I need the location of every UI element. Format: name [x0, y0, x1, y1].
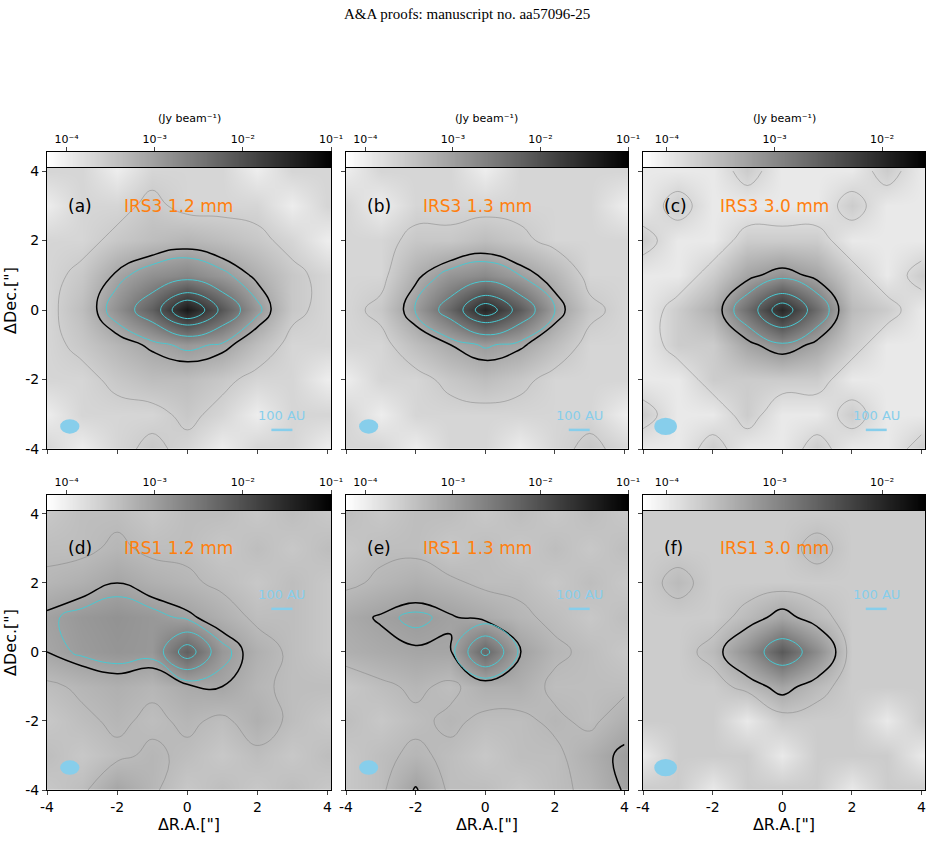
svg-text:IRS1 1.2 mm: IRS1 1.2 mm — [124, 538, 233, 558]
svg-text:-4: -4 — [25, 441, 39, 457]
svg-text:10⁻²: 10⁻² — [231, 133, 255, 146]
svg-text:4: 4 — [323, 799, 332, 815]
svg-text:(d): (d) — [68, 538, 92, 558]
svg-text:10⁻³: 10⁻³ — [441, 476, 465, 489]
svg-text:(e): (e) — [367, 538, 391, 558]
svg-text:0: 0 — [183, 799, 192, 815]
svg-text:ΔR.A.["]: ΔR.A.["] — [753, 815, 815, 834]
svg-text:100 AU: 100 AU — [258, 408, 305, 423]
svg-text:10⁻⁴: 10⁻⁴ — [353, 133, 378, 146]
svg-text:2: 2 — [30, 575, 39, 591]
svg-text:(Jy beam⁻¹): (Jy beam⁻¹) — [455, 112, 518, 125]
svg-text:-4: -4 — [40, 799, 54, 815]
svg-text:(c): (c) — [664, 196, 687, 216]
svg-text:-2: -2 — [110, 799, 124, 815]
svg-text:(Jy beam⁻¹): (Jy beam⁻¹) — [158, 112, 221, 125]
svg-text:10⁻²: 10⁻² — [870, 133, 894, 146]
svg-text:10⁻¹: 10⁻¹ — [616, 133, 640, 146]
svg-text:A&A proofs: manuscript no. aa5: A&A proofs: manuscript no. aa57096-25 — [344, 6, 590, 22]
svg-text:IRS1 1.3 mm: IRS1 1.3 mm — [423, 538, 532, 558]
svg-text:2: 2 — [253, 799, 262, 815]
svg-text:100 AU: 100 AU — [853, 408, 900, 423]
svg-text:10⁻³: 10⁻³ — [143, 476, 167, 489]
svg-text:4: 4 — [620, 799, 629, 815]
svg-text:10⁻⁴: 10⁻⁴ — [655, 133, 680, 146]
svg-text:ΔDec.["]: ΔDec.["] — [1, 267, 20, 334]
svg-text:ΔR.A.["]: ΔR.A.["] — [456, 815, 518, 834]
svg-text:10⁻²: 10⁻² — [528, 476, 552, 489]
svg-text:4: 4 — [917, 799, 926, 815]
svg-text:2: 2 — [550, 799, 559, 815]
svg-text:-4: -4 — [339, 799, 353, 815]
svg-text:10⁻⁴: 10⁻⁴ — [54, 133, 79, 146]
svg-text:-2: -2 — [706, 799, 720, 815]
svg-text:2: 2 — [847, 799, 856, 815]
svg-text:-2: -2 — [25, 371, 39, 387]
svg-text:10⁻³: 10⁻³ — [762, 476, 786, 489]
svg-text:-4: -4 — [636, 799, 650, 815]
svg-text:10⁻²: 10⁻² — [870, 476, 894, 489]
svg-text:-2: -2 — [25, 713, 39, 729]
svg-text:100 AU: 100 AU — [556, 587, 603, 602]
svg-text:100 AU: 100 AU — [556, 408, 603, 423]
svg-text:10⁻⁴: 10⁻⁴ — [655, 476, 680, 489]
svg-text:-4: -4 — [25, 782, 39, 798]
svg-text:2: 2 — [30, 232, 39, 248]
svg-text:(f): (f) — [664, 538, 683, 558]
svg-text:100 AU: 100 AU — [258, 587, 305, 602]
svg-text:10⁻¹: 10⁻¹ — [319, 133, 343, 146]
svg-text:10⁻²: 10⁻² — [528, 133, 552, 146]
svg-text:10⁻⁴: 10⁻⁴ — [54, 476, 79, 489]
svg-text:ΔR.A.["]: ΔR.A.["] — [158, 815, 220, 834]
svg-text:0: 0 — [30, 644, 39, 660]
svg-text:10⁻¹: 10⁻¹ — [319, 476, 343, 489]
svg-text:-2: -2 — [409, 799, 423, 815]
svg-text:ΔDec.["]: ΔDec.["] — [1, 609, 20, 676]
svg-text:IRS3 3.0 mm: IRS3 3.0 mm — [720, 196, 829, 216]
svg-text:10⁻⁴: 10⁻⁴ — [353, 476, 378, 489]
svg-text:IRS3 1.3 mm: IRS3 1.3 mm — [423, 196, 532, 216]
svg-text:0: 0 — [30, 302, 39, 318]
svg-text:IRS3 1.2 mm: IRS3 1.2 mm — [124, 196, 233, 216]
svg-text:4: 4 — [30, 163, 39, 179]
svg-text:(a): (a) — [68, 196, 92, 216]
svg-text:10⁻²: 10⁻² — [231, 476, 255, 489]
svg-text:10⁻³: 10⁻³ — [762, 133, 786, 146]
svg-text:(Jy beam⁻¹): (Jy beam⁻¹) — [753, 112, 816, 125]
svg-text:0: 0 — [481, 799, 490, 815]
svg-text:0: 0 — [778, 799, 787, 815]
svg-text:10⁻³: 10⁻³ — [441, 133, 465, 146]
svg-text:10⁻¹: 10⁻¹ — [616, 476, 640, 489]
svg-text:(b): (b) — [367, 196, 391, 216]
svg-text:4: 4 — [30, 506, 39, 522]
svg-text:100 AU: 100 AU — [853, 587, 900, 602]
svg-text:10⁻³: 10⁻³ — [143, 133, 167, 146]
svg-text:IRS1 3.0 mm: IRS1 3.0 mm — [720, 538, 829, 558]
